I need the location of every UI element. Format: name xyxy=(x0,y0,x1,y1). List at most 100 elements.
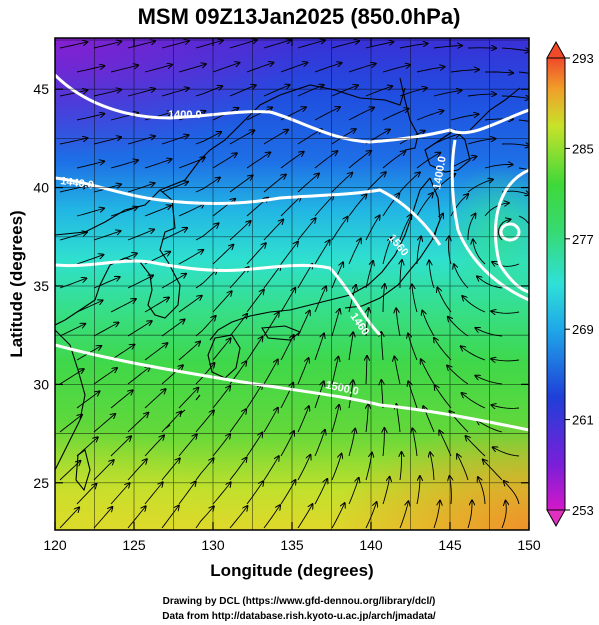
streamline-arrow xyxy=(383,428,384,457)
streamline-arrow xyxy=(144,389,166,409)
streamline-arrow xyxy=(212,386,230,409)
streamline-arrow xyxy=(76,300,103,313)
x-tick-label: 125 xyxy=(122,537,146,553)
streamline-arrow xyxy=(365,502,377,529)
streamline-arrow xyxy=(297,174,319,193)
streamline-arrow xyxy=(229,458,247,481)
streamline-arrow xyxy=(461,346,486,361)
x-tick-label: 140 xyxy=(359,537,383,553)
streamline-arrow xyxy=(297,406,309,433)
streamline-arrow xyxy=(246,433,262,457)
streamline-arrow xyxy=(195,410,214,433)
streamline-arrow xyxy=(127,321,152,337)
streamline-arrow xyxy=(110,160,138,169)
streamline-arrow xyxy=(416,193,433,217)
streamline-arrow xyxy=(280,196,301,217)
streamline-arrow xyxy=(127,413,148,433)
streamline-arrow xyxy=(348,108,374,121)
streamline-arrow xyxy=(280,480,296,505)
footer-credit-dcl: Drawing by DCL (https://www.gfd-dennou.o… xyxy=(163,596,436,607)
streamline-arrow xyxy=(383,284,385,313)
streamline-arrow xyxy=(195,270,217,289)
streamline-arrow xyxy=(501,48,529,51)
streamline-arrow xyxy=(110,207,138,217)
streamline-arrow xyxy=(457,454,469,481)
streamline-arrow xyxy=(331,41,359,49)
streamline-arrow xyxy=(144,435,164,457)
streamline-arrow xyxy=(433,90,461,97)
streamline-arrow xyxy=(195,458,214,481)
map-title: MSM 09Z13Jan2025 (850.0hPa) xyxy=(138,4,461,29)
streamline-arrow xyxy=(263,408,278,433)
streamline-arrow xyxy=(212,291,232,313)
streamline-arrow xyxy=(366,308,369,337)
contour-label: 1400.0 xyxy=(431,155,449,190)
streamline-arrow xyxy=(365,86,392,97)
streamline-arrow xyxy=(246,337,263,361)
colorbar-tick-label: 277 xyxy=(572,232,594,247)
streamline-arrow xyxy=(161,41,189,49)
streamline-arrow xyxy=(280,383,293,409)
streamline-arrow xyxy=(448,317,469,337)
streamline-arrow xyxy=(382,477,390,505)
streamline-arrow xyxy=(212,153,237,169)
streamline-arrow xyxy=(497,219,510,241)
colorbar-tick-label: 253 xyxy=(572,503,594,518)
x-tick-label: 120 xyxy=(43,537,67,553)
streamline-arrow xyxy=(433,46,462,49)
streamline-arrow xyxy=(76,484,96,505)
x-tick-label: 150 xyxy=(517,537,541,553)
streamline-arrow xyxy=(263,505,280,529)
streamline-arrow xyxy=(492,262,520,267)
streamline-arrow xyxy=(263,85,290,97)
streamline-arrow xyxy=(178,482,196,505)
streamline-arrow xyxy=(462,296,486,313)
streamline-arrow xyxy=(439,431,452,457)
streamline-arrow xyxy=(59,186,87,193)
streamline-arrow xyxy=(59,324,85,337)
streamline-arrow xyxy=(110,436,131,457)
streamline-arrow xyxy=(144,482,163,505)
streamline-arrow xyxy=(416,476,420,505)
y-tick-label: 25 xyxy=(33,475,49,491)
streamline-arrow xyxy=(434,338,452,361)
streamline-arrow xyxy=(382,151,405,169)
streamline-arrow xyxy=(399,501,408,529)
streamline-arrow xyxy=(246,243,266,265)
colorbar-tick-label: 269 xyxy=(572,322,594,337)
streamline-arrow xyxy=(110,483,130,505)
streamline-arrow xyxy=(466,436,486,457)
streamline-arrow xyxy=(161,506,179,529)
colorbar-tick-label: 261 xyxy=(572,413,594,428)
streamline-arrow xyxy=(195,86,222,97)
streamline-arrow xyxy=(178,434,197,457)
streamline-arrow xyxy=(195,363,215,385)
streamline-arrow xyxy=(348,478,359,505)
streamline-arrow xyxy=(110,390,133,409)
streamline-arrow xyxy=(161,228,187,241)
streamline-arrow xyxy=(246,290,264,313)
colorbar-bottom-triangle xyxy=(546,509,566,528)
streamline-arrow xyxy=(297,218,316,241)
streamline-arrow xyxy=(408,381,418,409)
streamline-arrow xyxy=(331,217,348,241)
footer-credit-data: Data from http://database.rish.kyoto-u.a… xyxy=(162,611,436,622)
streamline-arrow xyxy=(59,232,87,241)
streamline-arrow xyxy=(127,230,154,241)
streamline-arrow xyxy=(93,231,121,241)
streamline-arrow xyxy=(331,129,356,145)
streamline-arrow xyxy=(314,240,330,265)
y-axis: 25 30 35 40 45 xyxy=(33,81,529,491)
streamline-arrow xyxy=(416,236,421,265)
streamline-arrow xyxy=(399,172,420,193)
streamline-arrow xyxy=(127,367,150,385)
streamline-arrow xyxy=(246,384,262,409)
streamline-arrow xyxy=(297,504,313,529)
streamline-arrow xyxy=(297,455,310,481)
streamline-arrow xyxy=(473,240,486,265)
streamline-arrow xyxy=(400,452,402,481)
streamline-arrow xyxy=(246,481,263,505)
streamline-arrow xyxy=(161,458,180,481)
streamline-arrow xyxy=(348,332,353,361)
streamline-arrow xyxy=(93,460,114,481)
